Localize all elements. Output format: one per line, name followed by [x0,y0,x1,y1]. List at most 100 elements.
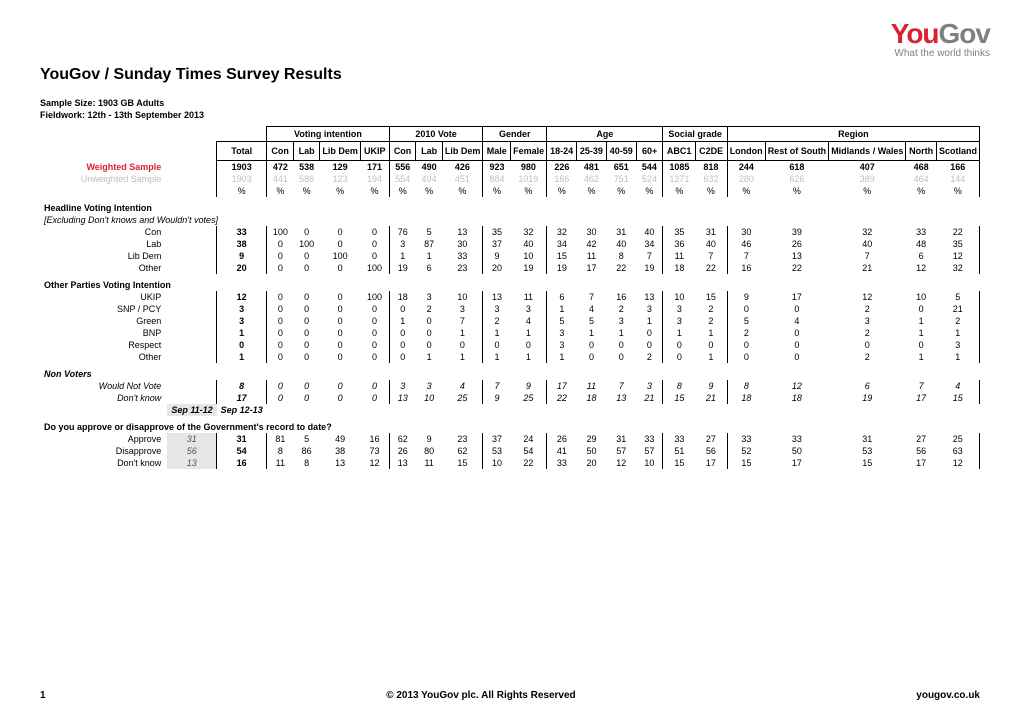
data-cell: 38 [320,445,361,457]
data-cell: 8 [217,380,267,392]
data-cell: 5 [293,433,319,445]
row-label [40,185,167,197]
data-cell: 9 [511,380,547,392]
data-cell: 4 [442,380,483,392]
data-cell: 22 [547,392,577,404]
grp-age: Age [547,127,663,142]
row-would-not-vote: Would Not Vote800003347917117389812674 [40,380,980,392]
data-cell: 40 [695,238,727,250]
data-cell: 389 [829,173,906,185]
data-cell: 1 [389,315,416,327]
data-cell: 7 [636,250,663,262]
prev-value [167,392,216,404]
data-cell: 53 [483,445,511,457]
data-cell: 31 [217,433,267,445]
sample-size: Sample Size: 1903 GB Adults [40,98,980,108]
data-cell: 3 [547,327,577,339]
data-cell: 100 [293,238,319,250]
data-cell: 1 [577,327,607,339]
prev-value [167,315,216,327]
data-cell: % [695,185,727,197]
row-label: Unweighted Sample [40,173,167,185]
data-cell: 25 [442,392,483,404]
prev-value [167,351,216,363]
col-con10: Con [389,142,416,161]
prev-value [167,173,216,185]
data-cell: 15 [727,457,765,469]
data-cell: 544 [636,161,663,174]
row-label: Disapprove [40,445,167,457]
data-cell: 15 [663,392,695,404]
data-cell: 0 [267,315,294,327]
data-cell: 100 [360,262,389,274]
data-cell: % [320,185,361,197]
data-cell: 2 [695,315,727,327]
data-cell: 100 [267,226,294,238]
row-label: Don't know [40,392,167,404]
data-cell: 10 [511,250,547,262]
data-cell: 12 [936,250,979,262]
prev-value [167,238,216,250]
data-cell: 7 [606,380,636,392]
data-cell: 0 [360,303,389,315]
data-cell: 9 [483,392,511,404]
data-cell: 1 [483,327,511,339]
prev-value [167,380,216,392]
data-cell: 0 [906,303,937,315]
data-cell: 0 [293,339,319,351]
data-cell: 0 [320,351,361,363]
data-cell: 16 [217,457,267,469]
data-cell: 2 [829,351,906,363]
data-cell: 17 [217,392,267,404]
data-cell: % [936,185,979,197]
data-cell: 27 [695,433,727,445]
data-cell: 32 [936,262,979,274]
data-cell: 31 [606,226,636,238]
data-cell: 7 [577,291,607,303]
grp-voting-intention: Voting intention [267,127,389,142]
data-cell: 57 [636,445,663,457]
data-cell: 0 [267,291,294,303]
data-cell: 144 [936,173,979,185]
data-cell: % [389,185,416,197]
data-cell: 4 [765,315,829,327]
headline-section: Headline Voting Intention [40,197,980,214]
data-cell: 7 [442,315,483,327]
data-cell: 1 [511,327,547,339]
prev-value [167,226,216,238]
group-header-row: Voting intention 2010 Vote Gender Age So… [40,127,980,142]
data-cell: 15 [442,457,483,469]
logo-tagline: What the world thinks [891,48,990,59]
data-cell: 3 [416,380,442,392]
row-label: Other [40,262,167,274]
data-cell: 7 [695,250,727,262]
data-cell: 50 [765,445,829,457]
data-cell: 40 [636,226,663,238]
data-cell: 490 [416,161,442,174]
footer-url: yougov.co.uk [916,690,980,701]
data-cell: 3 [547,339,577,351]
data-cell: 19 [511,262,547,274]
row-dont-know-2: Don't know131611813121311151022332012101… [40,457,980,469]
data-cell: 13 [636,291,663,303]
data-cell: 35 [483,226,511,238]
page-title: YouGov / Sunday Times Survey Results [40,66,980,84]
data-cell: 1 [217,351,267,363]
data-cell: 21 [695,392,727,404]
data-cell: 20 [577,457,607,469]
data-cell: 980 [511,161,547,174]
data-cell: 57 [606,445,636,457]
prev-header-row: Sep 11-12 Sep 12-13 [40,404,980,416]
data-cell: % [511,185,547,197]
data-cell: 30 [577,226,607,238]
data-cell: % [636,185,663,197]
data-cell: 76 [389,226,416,238]
data-cell: 42 [577,238,607,250]
data-cell: 407 [829,161,906,174]
col-libdem10: Lib Dem [442,142,483,161]
data-cell: 15 [829,457,906,469]
col-male: Male [483,142,511,161]
data-cell: 62 [442,445,483,457]
row-con: Con3310000076513353232303140353130393233… [40,226,980,238]
data-cell: 3 [663,315,695,327]
